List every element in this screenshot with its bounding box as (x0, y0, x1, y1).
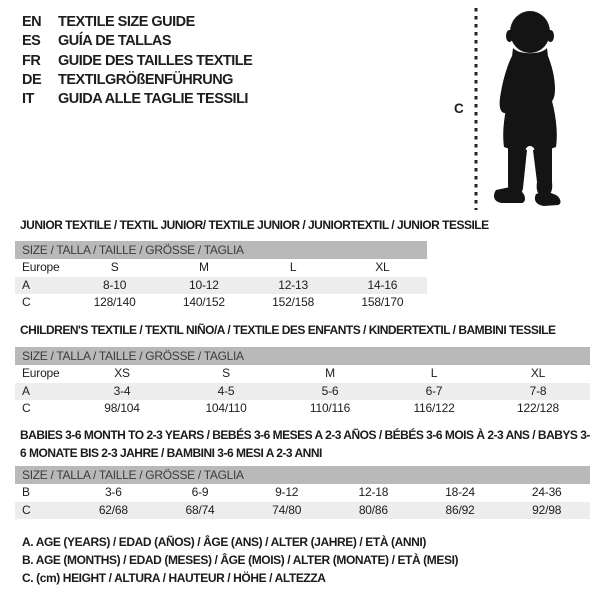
table-title-junior: JUNIOR TEXTILE / TEXTIL JUNIOR/ TEXTILE … (20, 218, 489, 232)
size-header-bar: SIZE / TALLA / TAILLE / GRÖSSE / TAGLIA (15, 241, 427, 259)
table-cell: 62/68 (98, 502, 128, 517)
table-cell: 14-16 (367, 277, 398, 292)
row-label: C (22, 502, 31, 517)
table-cell: 3-4 (113, 383, 131, 398)
height-dashed-line-icon (474, 8, 478, 210)
table-cell: 12-13 (278, 277, 308, 292)
language-code: FR (22, 52, 41, 69)
table-cell: 12-18 (358, 485, 389, 499)
height-measure-label: C (454, 101, 464, 116)
table-cell: 18-24 (445, 485, 475, 499)
table-row: Europe S M L XL (15, 259, 427, 277)
language-row-fr: FR GUIDE DES TAILLES TEXTILE (22, 52, 253, 71)
table-cell: XL (375, 260, 390, 274)
table-cell: M (198, 260, 209, 274)
table-cell: 5-6 (321, 383, 339, 398)
table-cell: 8-10 (103, 277, 127, 292)
table-cell: M (325, 366, 335, 380)
baby-silhouette-icon (494, 11, 561, 206)
table-row: B 3-6 6-9 9-12 12-18 18-24 24-36 (15, 484, 590, 502)
row-label: B (22, 485, 30, 499)
table-cell: 3-6 (104, 485, 122, 499)
language-code: ES (22, 33, 41, 50)
table-cell: 6-7 (425, 383, 443, 398)
table-row: C 128/140 140/152 152/158 158/170 (15, 294, 427, 312)
table-cell: 98/104 (104, 401, 140, 415)
table-cell: S (110, 260, 119, 274)
table-cell: 140/152 (182, 295, 225, 309)
height-figure: C (440, 0, 600, 218)
table-row: C 62/68 68/74 74/80 80/86 86/92 92/98 (15, 501, 590, 519)
table-cell: S (222, 366, 230, 380)
table-cell: 152/158 (272, 295, 315, 309)
legend-item-height: C. (cm) HEIGHT / ALTURA / HAUTEUR / HÖHE… (22, 570, 326, 585)
table-row: Europe XS S M L XL (15, 365, 590, 383)
table-cell: 86/92 (445, 502, 475, 517)
language-title: GUÍA DE TALLAS (58, 33, 172, 50)
junior-size-table: SIZE / TALLA / TAILLE / GRÖSSE / TAGLIA E… (15, 241, 427, 312)
table-cell: 68/74 (185, 502, 215, 517)
language-header: EN TEXTILE SIZE GUIDE ES GUÍA DE TALLAS … (22, 13, 253, 109)
language-title: GUIDE DES TAILLES TEXTILE (58, 52, 253, 69)
row-label: C (22, 401, 31, 415)
language-code: DE (22, 71, 42, 88)
table-cell: 110/116 (309, 401, 351, 415)
table-cell: L (430, 366, 438, 380)
row-label: A (22, 277, 30, 292)
language-row-it: IT GUIDA ALLE TAGLIE TESSILI (22, 90, 252, 109)
table-cell: 6-9 (191, 485, 209, 499)
table-cell: 10-12 (189, 277, 219, 292)
table-cell: 122/128 (517, 401, 559, 415)
language-row-de: DE TEXTILGRÖßENFÜHRUNG (22, 71, 252, 90)
size-header-bar: SIZE / TALLA / TAILLE / GRÖSSE / TAGLIA (15, 347, 590, 365)
children-size-table: SIZE / TALLA / TAILLE / GRÖSSE / TAGLIA E… (15, 347, 590, 418)
legend-item-age-months: B. AGE (MONTHS) / EDAD (MESES) / ÂGE (MO… (22, 552, 459, 567)
table-cell: 7-8 (529, 383, 547, 398)
table-cell: 80/86 (358, 502, 388, 517)
language-code: IT (22, 91, 34, 108)
table-cell: 116/122 (413, 401, 455, 415)
table-cell: 9-12 (275, 485, 299, 499)
table-cell: 92/98 (532, 502, 562, 517)
row-label: Europe (22, 366, 60, 380)
table-row: C 98/104 104/110 110/116 116/122 122/128 (15, 400, 590, 418)
language-row-es: ES GUÍA DE TALLAS (22, 32, 252, 51)
row-label: A (22, 383, 30, 398)
table-cell: L (289, 260, 297, 274)
language-title: TEXTILE SIZE GUIDE (58, 14, 195, 30)
table-cell: 158/170 (361, 295, 404, 309)
table-cell: 24-36 (531, 485, 562, 499)
table-row: A 8-10 10-12 12-13 14-16 (15, 276, 427, 294)
legend: A. AGE (YEARS) / EDAD (AÑOS) / ÂGE (ANS)… (22, 534, 459, 587)
table-cell: 104/110 (205, 401, 247, 415)
table-cell: 128/140 (93, 295, 136, 309)
language-title: TEXTILGRÖßENFÜHRUNG (58, 71, 233, 88)
table-title-children: CHILDREN'S TEXTILE / TEXTIL NIÑO/A / TEX… (20, 323, 556, 337)
language-title: GUIDA ALLE TAGLIE TESSILI (58, 91, 248, 108)
table-cell: XL (530, 366, 546, 380)
size-header-bar: SIZE / TALLA / TAILLE / GRÖSSE / TAGLIA (15, 466, 590, 484)
language-row-en: EN TEXTILE SIZE GUIDE (22, 13, 252, 32)
table-title-babies: BABIES 3-6 MONTH TO 2-3 YEARS / BEBÉS 3-… (20, 428, 590, 460)
babies-size-table: SIZE / TALLA / TAILLE / GRÖSSE / TAGLIA B… (15, 466, 590, 519)
table-cell: 4-5 (217, 383, 235, 398)
row-label: C (22, 295, 31, 309)
table-cell: XS (114, 366, 130, 380)
language-code: EN (22, 14, 42, 30)
table-row: A 3-4 4-5 5-6 6-7 7-8 (15, 382, 590, 400)
table-cell: 74/80 (272, 502, 302, 517)
row-label: Europe (22, 260, 60, 274)
legend-item-age-years: A. AGE (YEARS) / EDAD (AÑOS) / ÂGE (ANS)… (22, 535, 426, 549)
